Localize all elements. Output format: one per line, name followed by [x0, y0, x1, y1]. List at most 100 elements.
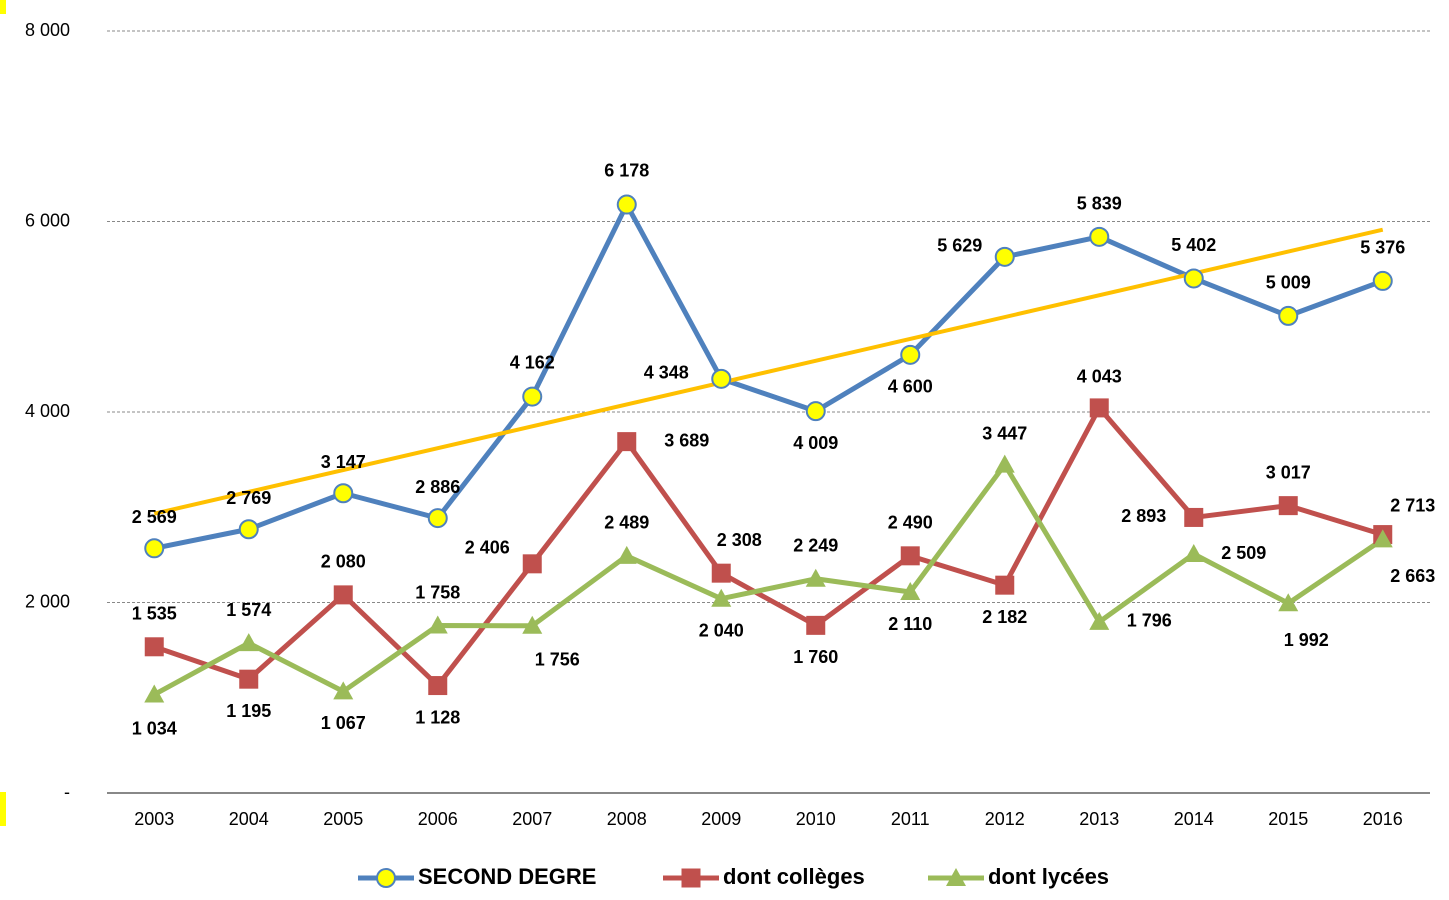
data-label: 1 574 [226, 600, 271, 620]
point [1278, 593, 1299, 612]
point [427, 615, 448, 634]
data-label: 1 067 [321, 713, 366, 733]
data-label: 2 489 [604, 513, 649, 533]
x-tick-label: 2005 [323, 809, 363, 829]
legend-label: SECOND DEGRE [418, 864, 596, 889]
point [144, 538, 165, 559]
data-label: 1 760 [793, 647, 838, 667]
x-tick-label: 2004 [229, 809, 269, 829]
x-tick-label: 2015 [1268, 809, 1308, 829]
trendline [153, 227, 1384, 516]
point [711, 588, 732, 607]
point [333, 681, 354, 700]
data-label: 2 308 [717, 530, 762, 550]
series-line [153, 405, 1384, 689]
point [994, 246, 1015, 267]
point [805, 568, 826, 587]
point [805, 401, 826, 422]
point [239, 669, 259, 689]
data-label: 1 758 [415, 582, 460, 602]
x-tick-label: 2011 [891, 809, 930, 829]
point [1372, 270, 1393, 291]
data-label: 4 600 [888, 377, 933, 397]
data-label: 2 509 [1221, 543, 1266, 563]
point [617, 432, 637, 452]
data-label: 3 447 [982, 423, 1027, 443]
x-tick-label: 2003 [134, 809, 174, 829]
series-line [153, 202, 1384, 551]
legend-marker [681, 868, 701, 888]
point [427, 508, 448, 529]
point [1372, 529, 1393, 548]
edge-marker [0, 792, 6, 826]
point [522, 554, 542, 574]
data-label: 2 886 [415, 477, 460, 497]
y-tick-label: - [64, 782, 70, 802]
data-label: 2 110 [888, 614, 932, 634]
point [711, 368, 732, 389]
point [333, 483, 354, 504]
point [238, 519, 259, 540]
x-tick-label: 2007 [512, 809, 552, 829]
point [144, 637, 164, 657]
data-label: 1 756 [535, 649, 580, 669]
point [900, 582, 921, 601]
legend-marker [376, 868, 396, 888]
data-label: 2 490 [888, 513, 933, 533]
point [616, 545, 637, 564]
legend-marker [946, 868, 966, 886]
point [900, 344, 921, 365]
data-label: 3 147 [321, 452, 366, 472]
y-tick-label: 6 000 [25, 210, 70, 230]
point [1184, 507, 1204, 527]
data-label: 1 195 [226, 701, 271, 721]
data-label: 2 769 [226, 488, 271, 508]
data-label: 4 348 [644, 363, 689, 383]
data-label: 4 043 [1077, 367, 1122, 387]
data-label: 1 034 [132, 718, 177, 738]
point [1183, 268, 1204, 289]
x-tick-label: 2013 [1079, 809, 1119, 829]
data-label: 2 182 [982, 607, 1027, 627]
point [333, 585, 353, 605]
point [806, 615, 826, 635]
point [995, 575, 1015, 595]
x-tick-label: 2016 [1363, 809, 1403, 829]
data-label: 2 040 [699, 620, 744, 640]
data-label: 2 713 [1390, 495, 1435, 515]
point [1183, 544, 1204, 563]
point [144, 684, 165, 703]
data-label: 2 893 [1121, 506, 1166, 526]
data-label: 2 080 [321, 552, 366, 572]
point [522, 386, 543, 407]
data-label: 6 178 [604, 160, 649, 180]
point [428, 676, 448, 696]
data-label: 1 992 [1284, 630, 1329, 650]
data-label: 5 839 [1077, 194, 1122, 214]
data-label: 1 796 [1127, 611, 1172, 631]
data-label: 1 535 [132, 604, 177, 624]
data-label: 2 249 [793, 536, 838, 556]
point [994, 454, 1015, 473]
point [1278, 305, 1299, 326]
data-label: 2 569 [132, 507, 177, 527]
data-label: 5 009 [1266, 273, 1311, 293]
y-tick-label: 2 000 [25, 591, 70, 611]
x-tick-label: 2009 [701, 809, 741, 829]
legend-label: dont lycées [988, 864, 1109, 889]
data-label: 3 689 [664, 430, 709, 450]
y-tick-label: 8 000 [25, 20, 70, 40]
series-line [153, 462, 1385, 697]
x-tick-label: 2012 [985, 809, 1025, 829]
data-label: 4 009 [793, 433, 838, 453]
data-label: 1 128 [415, 707, 460, 727]
x-tick-label: 2008 [607, 809, 647, 829]
point [900, 546, 920, 566]
x-tick-label: 2010 [796, 809, 836, 829]
data-label: 4 162 [510, 352, 555, 372]
legend-label: dont collèges [723, 864, 865, 889]
x-tick-label: 2006 [418, 809, 458, 829]
edge-marker [0, 0, 6, 14]
point [1089, 611, 1110, 630]
